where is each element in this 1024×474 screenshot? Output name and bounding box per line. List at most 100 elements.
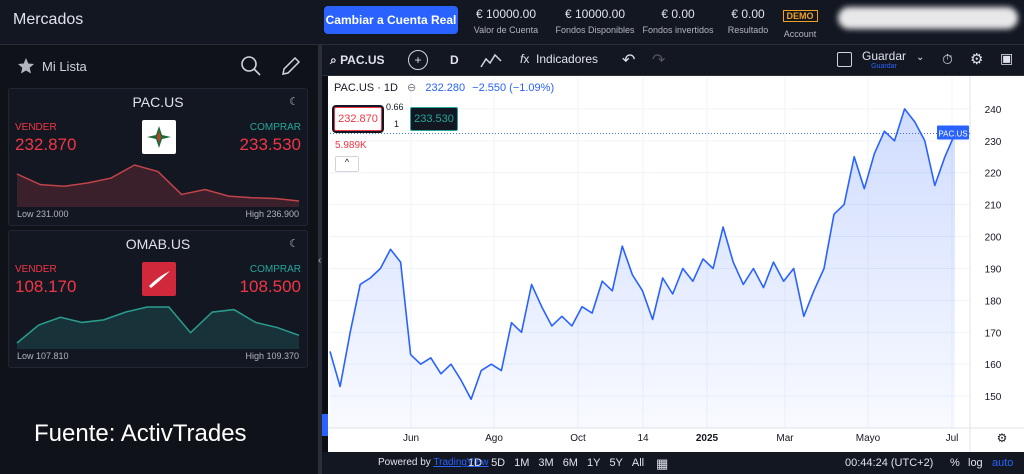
- interval[interactable]: D: [450, 53, 459, 67]
- alert-icon[interactable]: ⏱: [942, 51, 953, 67]
- range-button[interactable]: 1D: [468, 457, 483, 469]
- chart-legend: PAC.US · 1D ⊖ 232.280 −2.550 (−1.09%): [334, 82, 555, 94]
- sparkline: [16, 306, 300, 349]
- range-button[interactable]: 3M: [538, 457, 554, 469]
- demo-badge: DEMO: [782, 10, 818, 22]
- spread: 0.66: [386, 102, 404, 112]
- logo: [142, 120, 176, 154]
- snapshot-icon[interactable]: ▣: [1000, 50, 1014, 66]
- layout-toggle[interactable]: [837, 52, 852, 67]
- settings-icon[interactable]: ⚙: [970, 51, 984, 68]
- price-chart: 150 160 170 180 190 200 210 220 230 240 Jun Ago Oct 1…: [322, 76, 1024, 452]
- watchlist-title: Mi Lista: [42, 59, 87, 74]
- range-button[interactable]: 1Y: [586, 457, 601, 469]
- range-button[interactable]: 5Y: [609, 457, 623, 469]
- watchlist-card[interactable]: PAC.US ☾ VENDER 232.870 COMPRAR 233.530 …: [8, 88, 308, 226]
- save-menu[interactable]: ⌄: [916, 52, 925, 63]
- last-price-tag: [937, 125, 969, 140]
- collapse-arrow[interactable]: ‹: [318, 255, 322, 266]
- chart-type-icon[interactable]: [480, 51, 502, 69]
- x-tick-label: 2025: [696, 433, 719, 444]
- brand[interactable]: TradingView: [433, 457, 489, 468]
- indicators-button[interactable]: fx Indicadores: [520, 52, 599, 66]
- real-account-button[interactable]: Cambiar a Cuenta Real: [324, 6, 458, 34]
- powered-by: Powered by TradingView: [378, 457, 488, 468]
- buy-label: COMPRAR: [249, 122, 301, 133]
- x-tick-label: Jul: [946, 433, 959, 444]
- save-sub: Guardar: [871, 63, 897, 70]
- hidden-user: [838, 7, 1018, 29]
- stat-value: € 0.00: [661, 7, 695, 21]
- account-label: Account: [783, 29, 817, 39]
- stat-label: Fondos Disponibles: [555, 25, 635, 35]
- chart-footer: Powered by TradingView 1D 5D 1M 3M 6M 1Y 5Y All…: [322, 452, 1024, 474]
- auto-toggle[interactable]: auto: [992, 457, 1014, 469]
- app-title: Mercados: [13, 11, 84, 28]
- stat: € 0.00 Fondos invertidos: [642, 7, 714, 35]
- y-tick-label: 220: [985, 169, 1002, 180]
- symbol: OMAB.US: [125, 236, 191, 252]
- sell-price[interactable]: 232.870: [15, 135, 77, 154]
- high: High 109.370: [245, 351, 299, 361]
- clock: 00:44:24 (UTC+2): [845, 457, 934, 469]
- volume: 5.989K: [335, 140, 367, 151]
- y-tick-label: 190: [985, 264, 1002, 275]
- stat-label: Fondos invertidos: [642, 25, 714, 35]
- log-toggle[interactable]: log: [968, 457, 983, 469]
- divider: [318, 45, 322, 474]
- stat: € 0.00 Resultado: [718, 7, 778, 35]
- y-tick-label: 240: [985, 105, 1002, 116]
- account-type[interactable]: DEMO Account: [782, 6, 818, 39]
- calendar-icon[interactable]: ▦: [656, 456, 669, 471]
- buy-box[interactable]: 233.530: [410, 107, 458, 131]
- save-button[interactable]: Guardar Guardar: [862, 49, 906, 70]
- sparkline-area: [17, 307, 299, 349]
- powered: Powered by: [378, 457, 431, 468]
- search-icon[interactable]: [240, 55, 262, 77]
- indicators: Indicadores: [536, 52, 599, 66]
- x-tick-label: Jun: [403, 433, 419, 444]
- sell-price[interactable]: 108.170: [15, 277, 77, 296]
- legend-change: −2.550 (−1.09%): [472, 82, 555, 94]
- x-tick-label: Oct: [570, 433, 586, 444]
- buy-price[interactable]: 233.530: [239, 135, 301, 154]
- watchlist-panel: Mi Lista PAC.US ☾ VENDER 232.870 COMPRAR…: [0, 45, 318, 474]
- sparkline-line: [16, 164, 300, 202]
- stat-label: Valor de Cuenta: [473, 25, 539, 35]
- percent-toggle[interactable]: %: [950, 457, 960, 469]
- range-button[interactable]: All: [631, 457, 645, 469]
- legend-title: PAC.US · 1D: [334, 82, 398, 94]
- symbol: PAC.US: [340, 53, 385, 67]
- chart-toolbar: ⌕ PAC.US + D fx Indicadores ↶ ↷ Guardar G…: [322, 45, 1024, 76]
- logo: [142, 262, 176, 296]
- star-icon: [18, 58, 34, 74]
- undo[interactable]: ↶: [622, 52, 636, 69]
- settings-icon: ⚙: [997, 431, 1008, 445]
- y-tick-label: 170: [985, 328, 1002, 339]
- source-note: Fuente: ActivTrades: [34, 420, 247, 447]
- y-tick-label: 200: [985, 233, 1002, 244]
- save: Guardar: [862, 49, 907, 63]
- stat: € 10000.00 Fondos Disponibles: [550, 7, 640, 35]
- sell-box[interactable]: 232.870: [334, 107, 382, 131]
- range-button[interactable]: 1M: [514, 457, 530, 469]
- y-tick-label: 150: [985, 392, 1002, 403]
- watchlist-card[interactable]: OMAB.US ☾ VENDER 108.170 COMPRAR 108.500…: [8, 230, 308, 368]
- range-button[interactable]: 6M: [562, 457, 578, 469]
- low: Low 107.810: [17, 351, 69, 361]
- range-button[interactable]: 5D: [491, 457, 506, 469]
- stat-value: € 10000.00: [564, 7, 626, 21]
- x-tick-label: Mar: [776, 433, 794, 444]
- edit-icon[interactable]: [280, 55, 302, 77]
- price-area: [330, 108, 955, 429]
- compare-button[interactable]: +: [408, 50, 428, 70]
- stat-label: Resultado: [727, 25, 769, 35]
- toolbar-symbol[interactable]: ⌕ PAC.US: [330, 53, 385, 67]
- high: High 236.900: [245, 209, 299, 219]
- lot: 1: [394, 119, 400, 129]
- stat-value: € 10000.00: [475, 7, 537, 21]
- legend-close: 232.280: [425, 82, 466, 94]
- collapse-legend[interactable]: ^: [335, 156, 359, 172]
- buy-price[interactable]: 108.500: [239, 277, 301, 296]
